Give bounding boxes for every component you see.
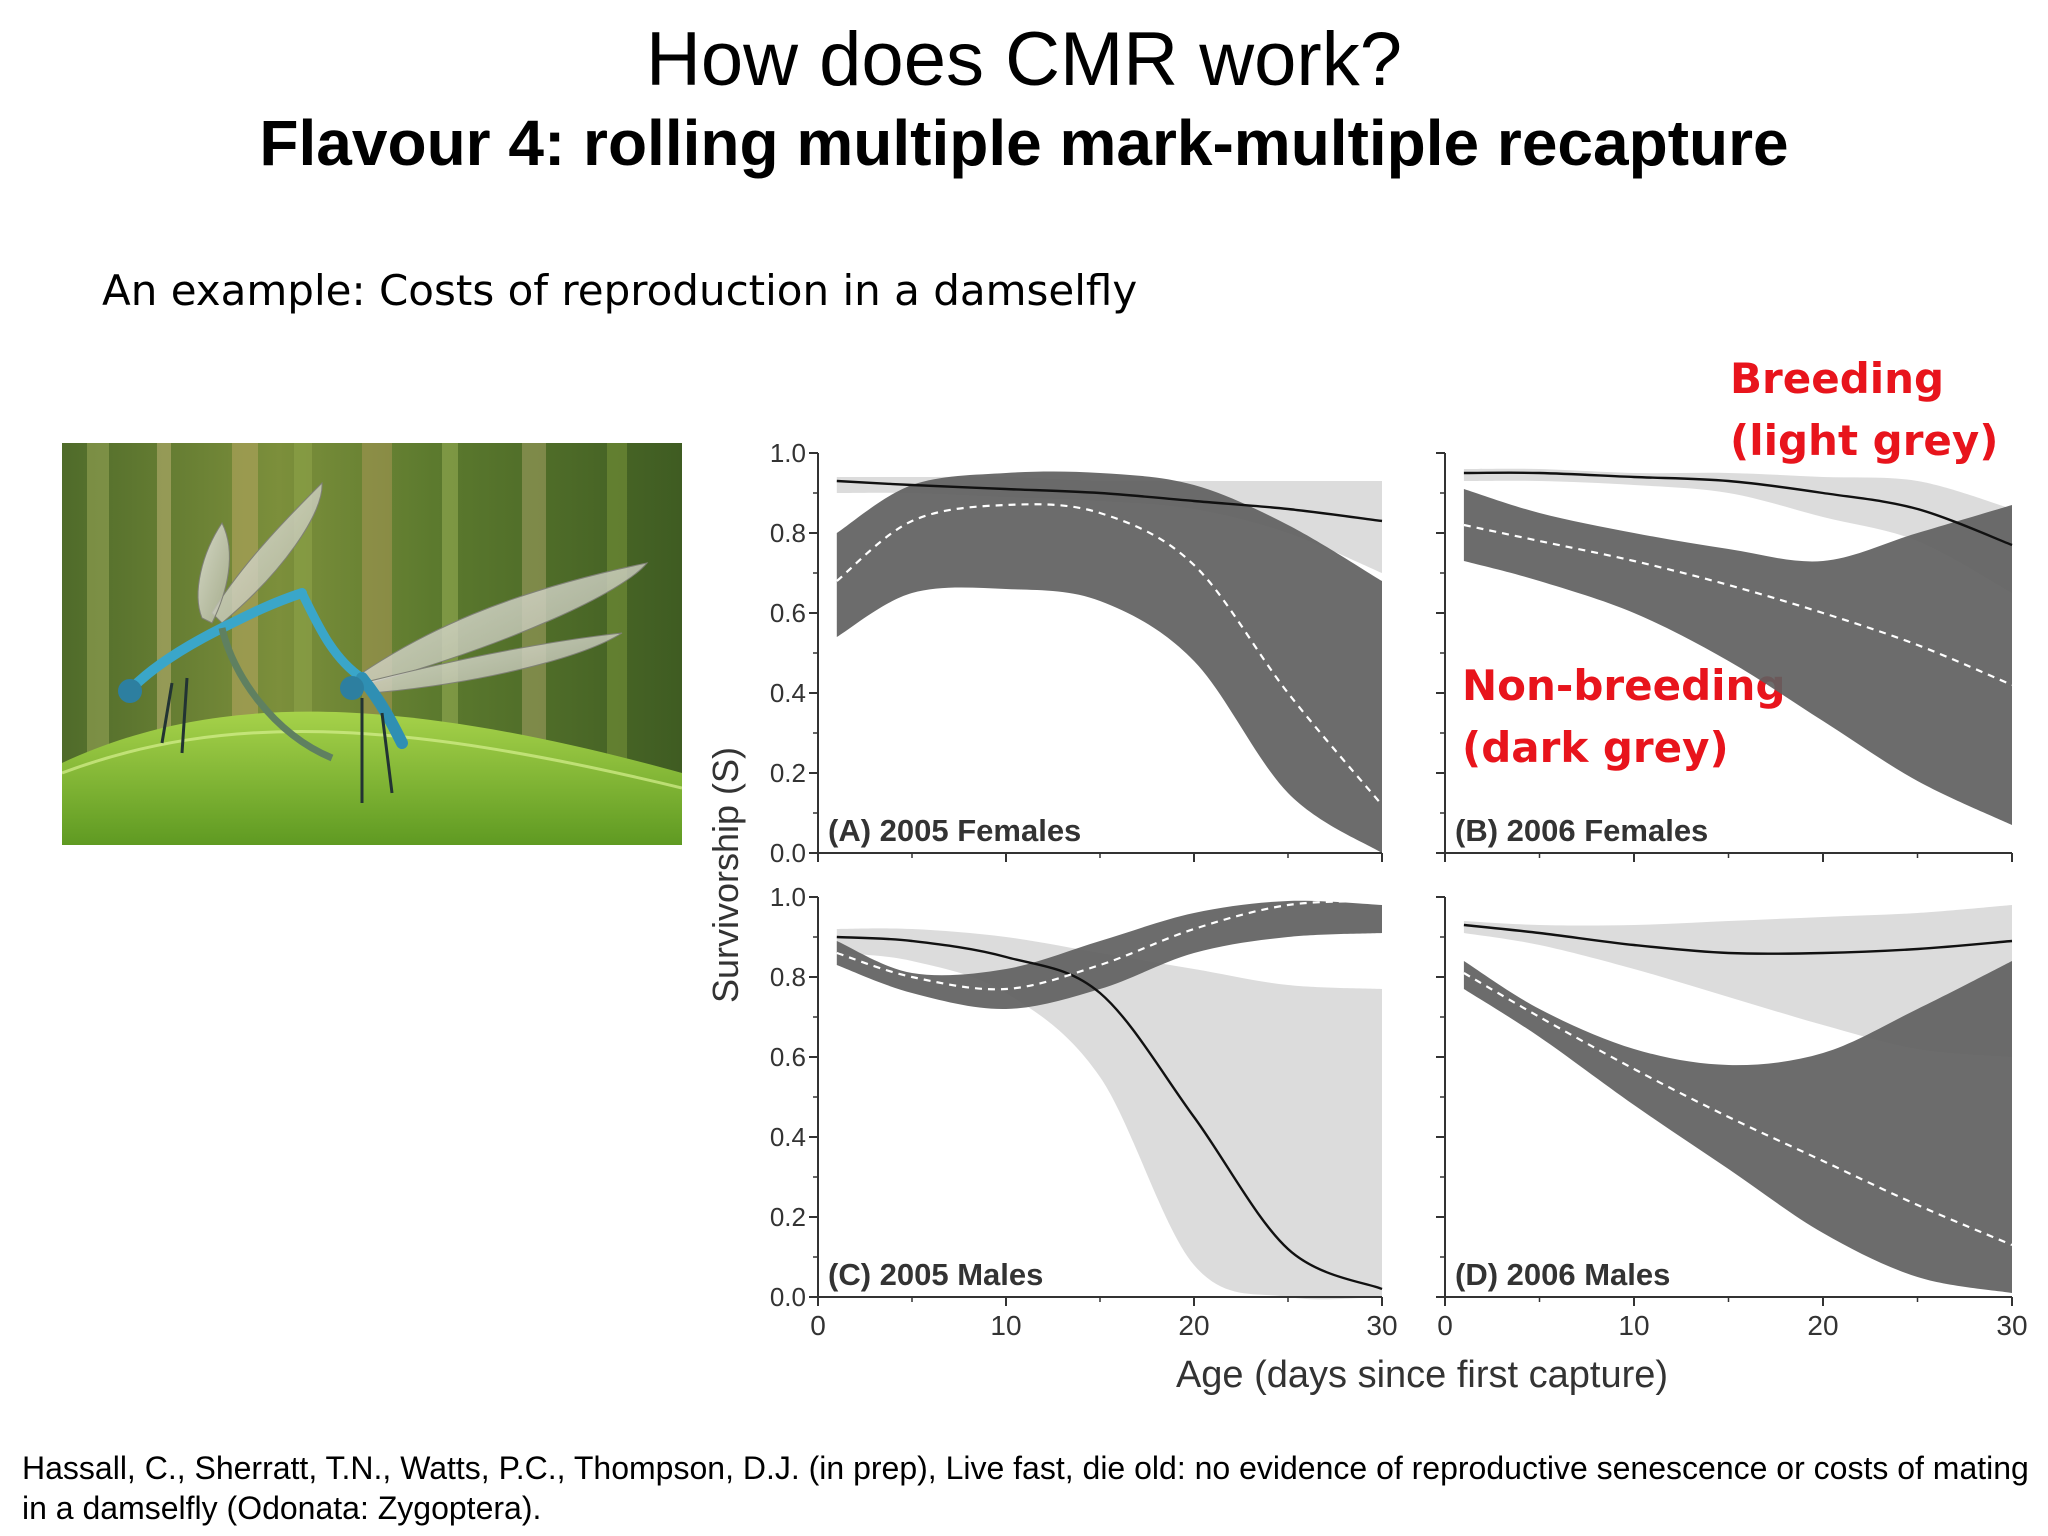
y-tick-label: 0.6 <box>770 598 806 628</box>
mean-line-nonbreeding <box>836 899 1383 991</box>
y-tick-label: 0.0 <box>770 1282 806 1312</box>
y-tick-label: 1.0 <box>770 438 806 468</box>
panel-label: (B) 2006 Females <box>1455 813 1708 848</box>
band-breeding <box>1463 905 2012 1057</box>
x-tick-label: 0 <box>1437 1310 1453 1341</box>
y-tick-label: 0.2 <box>770 758 806 788</box>
x-tick-label: 20 <box>1178 1310 1209 1341</box>
panel-label: (C) 2005 Males <box>828 1257 1043 1292</box>
chart-panel-4: 0 10 20 30 (D) 2006 Males <box>1436 896 2028 1341</box>
y-tick-label: 0.2 <box>770 1202 806 1232</box>
y-tick-label: 0.0 <box>770 838 806 868</box>
band-nonbreeding <box>1463 961 2012 1293</box>
chart-panel-2: (B) 2006 Females <box>1436 452 2013 862</box>
panel-label: (A) 2005 Females <box>828 813 1081 848</box>
panel-label: (D) 2006 Males <box>1455 1257 1670 1292</box>
y-tick-label: 0.4 <box>770 678 806 708</box>
y-tick-label: 0.6 <box>770 1042 806 1072</box>
damselfly-photo <box>62 443 682 845</box>
annotation-nonbreeding-line2: (dark grey) <box>1462 723 1729 772</box>
y-tick-label: 1.0 <box>770 882 806 912</box>
x-tick-label: 10 <box>1618 1310 1649 1341</box>
citation: Hassall, C., Sherratt, T.N., Watts, P.C.… <box>22 1450 2029 1526</box>
band-nonbreeding <box>1463 489 2012 825</box>
mean-line-nonbreeding <box>1463 972 2013 1247</box>
band-breeding <box>836 476 1382 573</box>
mean-line-breeding <box>1463 923 2013 955</box>
x-tick-label: 30 <box>1366 1310 1397 1341</box>
damselfly-mating-pair-icon <box>62 443 682 845</box>
mean-line-breeding <box>1463 471 2013 547</box>
y-tick-label: 0.8 <box>770 518 806 548</box>
x-axis-label: Age (days since first capture) <box>1176 1354 1668 1396</box>
slide-title: How does CMR work? <box>646 17 1402 102</box>
y-tick-label: 0.4 <box>770 1122 806 1152</box>
x-tick-label: 20 <box>1807 1310 1838 1341</box>
band-nonbreeding <box>836 471 1382 853</box>
x-tick-label: 0 <box>810 1310 826 1341</box>
y-tick-label: 0.8 <box>770 962 806 992</box>
annotation-breeding: Breeding (light grey) <box>1730 348 1999 472</box>
x-tick-label: 10 <box>990 1310 1021 1341</box>
mean-line-breeding <box>836 935 1383 1291</box>
y-axis-label: Survivorship (S) <box>705 747 746 1003</box>
mean-line-breeding <box>836 479 1383 523</box>
chart-panel-1: 0.0 0.2 0.4 0.6 0.8 1.0 (A) 2005 Females <box>770 438 1383 868</box>
chart-panel-3: 0.0 0.2 0.4 0.6 0.8 1.0 0 10 20 30 (C) 2005 Males <box>770 882 1398 1341</box>
x-tick-label: 30 <box>1996 1310 2027 1341</box>
annotation-breeding-line2: (light grey) <box>1730 416 1999 465</box>
band-nonbreeding <box>836 900 1382 1010</box>
slide-subtitle: Flavour 4: rolling multiple mark-multipl… <box>259 107 1789 179</box>
intro-text: An example: Costs of reproduction in a d… <box>102 266 1138 315</box>
annotation-nonbreeding-line1: Non-breeding <box>1462 661 1786 710</box>
annotation-nonbreeding: Non-breeding (dark grey) <box>1462 655 1786 779</box>
mean-line-nonbreeding <box>1463 523 2013 687</box>
band-breeding <box>836 928 1382 1300</box>
annotation-breeding-line1: Breeding <box>1730 354 1945 403</box>
mean-line-nonbreeding <box>836 503 1383 806</box>
